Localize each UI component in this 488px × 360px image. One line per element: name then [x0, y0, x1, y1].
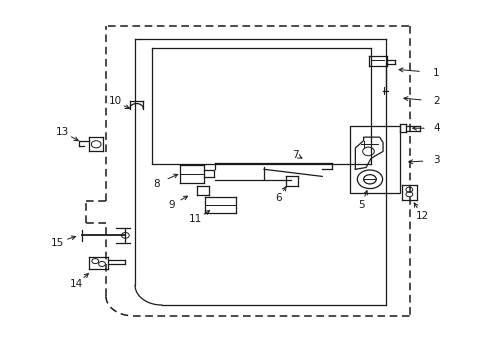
Text: 2: 2	[432, 96, 439, 107]
Text: 7: 7	[292, 150, 298, 160]
Text: 15: 15	[51, 238, 64, 248]
Text: 6: 6	[275, 193, 281, 203]
Text: 10: 10	[109, 96, 122, 107]
Bar	[350, 126, 399, 193]
Text: 13: 13	[56, 127, 69, 137]
Text: 11: 11	[189, 214, 202, 224]
Text: 14: 14	[70, 279, 83, 289]
Text: 9: 9	[168, 200, 175, 210]
Text: 8: 8	[153, 179, 160, 189]
Text: 5: 5	[357, 200, 364, 210]
Text: 4: 4	[432, 123, 439, 133]
Text: 3: 3	[432, 156, 439, 165]
Text: 12: 12	[414, 211, 427, 221]
Text: 1: 1	[432, 68, 439, 78]
